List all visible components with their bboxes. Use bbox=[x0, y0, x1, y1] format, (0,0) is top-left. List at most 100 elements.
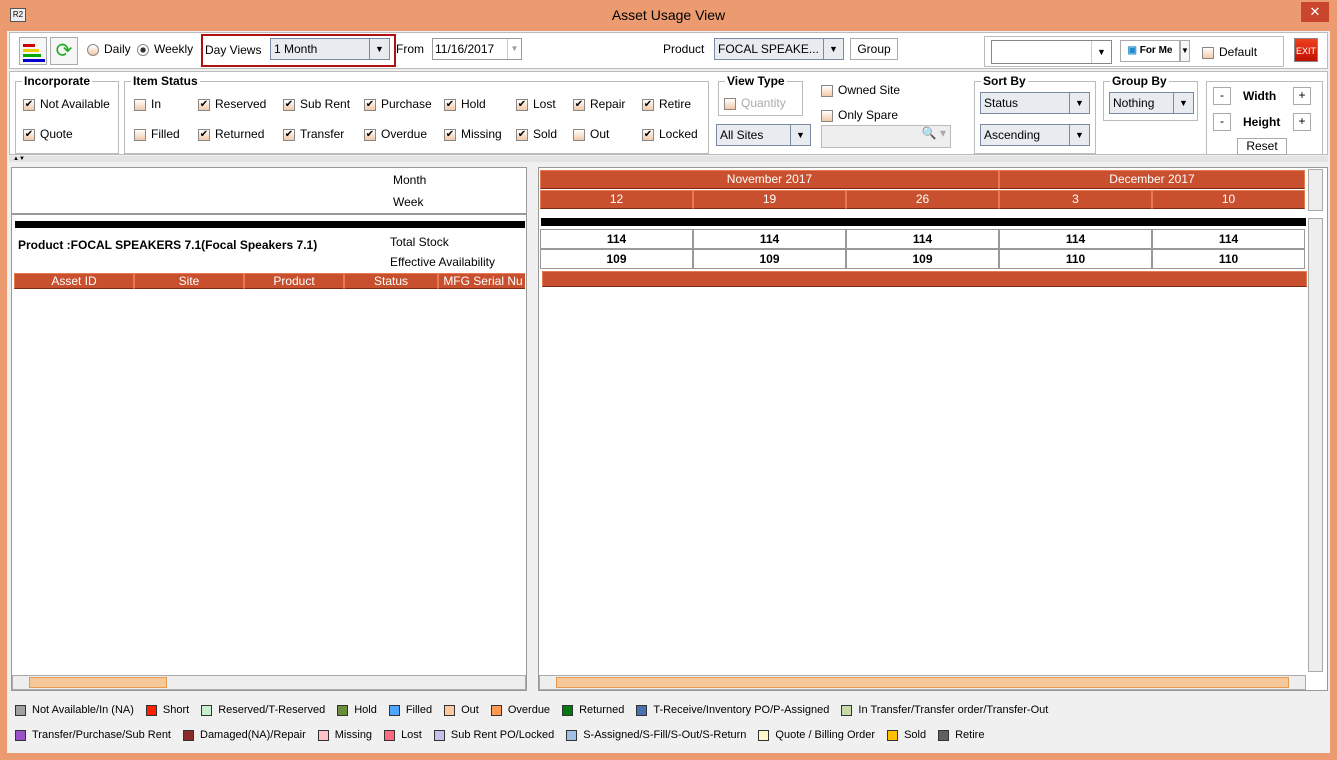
status-returned-checkbox[interactable]: ✔ Returned bbox=[198, 127, 264, 141]
grid-horizontal-scrollbar[interactable] bbox=[539, 675, 1306, 690]
legend-label: Short bbox=[162, 704, 190, 716]
legend-swatch bbox=[490, 704, 502, 716]
checkbox-icon: ✔ bbox=[23, 98, 35, 111]
daily-radio[interactable]: Daily bbox=[87, 42, 131, 56]
default-checkbox[interactable]: Default bbox=[1202, 45, 1257, 59]
legend-label: Transfer/Purchase/Sub Rent bbox=[32, 729, 171, 741]
incorporate-title: Incorporate bbox=[24, 74, 91, 88]
quantity-checkbox[interactable]: Quantity bbox=[724, 96, 786, 110]
week-header: 12 bbox=[540, 190, 693, 209]
not-available-checkbox[interactable]: ✔ Not Available bbox=[23, 97, 110, 111]
default-label: Default bbox=[1219, 45, 1258, 59]
status-in-label: In bbox=[151, 97, 162, 111]
status-purchase-checkbox[interactable]: ✔ Purchase bbox=[364, 97, 432, 111]
status-out-checkbox[interactable]: Out bbox=[573, 127, 609, 141]
day-views-select[interactable]: 1 Month ▼ bbox=[270, 38, 390, 60]
chevron-down-icon: ▼ bbox=[1091, 41, 1111, 63]
chevron-down-icon: ▼ bbox=[369, 39, 389, 59]
legend-item: Quote / Billing Order bbox=[758, 729, 875, 741]
status-filled-label: Filled bbox=[151, 127, 180, 141]
chart-view-button[interactable] bbox=[19, 37, 47, 65]
width-decrease-button[interactable]: - bbox=[1213, 87, 1231, 105]
black-bar bbox=[15, 221, 525, 228]
legend-label: T-Receive/Inventory PO/P-Assigned bbox=[653, 704, 830, 716]
width-increase-button[interactable]: + bbox=[1293, 87, 1311, 105]
column-header[interactable]: MFG Serial Nu bbox=[438, 273, 525, 289]
sites-select[interactable]: All Sites ▼ bbox=[716, 124, 811, 146]
from-label: From bbox=[396, 42, 424, 56]
status-sub-rent-checkbox[interactable]: ✔ Sub Rent bbox=[283, 97, 350, 111]
group-by-value: Nothing bbox=[1113, 96, 1155, 110]
status-retire-checkbox[interactable]: ✔ Retire bbox=[642, 97, 691, 111]
quote-label: Quote bbox=[40, 127, 73, 141]
total-stock-cell: 114 bbox=[540, 229, 693, 249]
exit-button[interactable]: EXIT bbox=[1294, 38, 1318, 62]
weekly-radio[interactable]: Weekly bbox=[137, 42, 193, 56]
checkbox-icon: ✔ bbox=[198, 128, 210, 141]
for-me-dropdown[interactable]: ▼ bbox=[1180, 40, 1190, 62]
sort-order-select[interactable]: Ascending ▼ bbox=[980, 124, 1090, 146]
status-missing-checkbox[interactable]: ✔ Missing bbox=[444, 127, 502, 141]
status-hold-checkbox[interactable]: ✔ Hold bbox=[444, 97, 486, 111]
status-overdue-checkbox[interactable]: ✔ Overdue bbox=[364, 127, 427, 141]
quantity-label: Quantity bbox=[741, 96, 786, 110]
checkbox-icon: ✔ bbox=[23, 128, 35, 141]
legend-swatch bbox=[145, 704, 157, 716]
height-decrease-button[interactable]: - bbox=[1213, 113, 1231, 131]
sort-field-select[interactable]: Status ▼ bbox=[980, 92, 1090, 114]
from-date-input[interactable]: 11/16/2017 ▼ bbox=[432, 38, 522, 60]
checkbox-icon: ✔ bbox=[573, 98, 585, 111]
status-repair-checkbox[interactable]: ✔ Repair bbox=[573, 97, 625, 111]
status-sold-checkbox[interactable]: ✔ Sold bbox=[516, 127, 557, 141]
legend-label: S-Assigned/S-Fill/S-Out/S-Return bbox=[583, 729, 747, 741]
status-transfer-checkbox[interactable]: ✔ Transfer bbox=[283, 127, 344, 141]
scrollbar-thumb[interactable] bbox=[29, 677, 167, 688]
header-vertical-scrollbar[interactable] bbox=[1308, 169, 1323, 211]
legend-label: Returned bbox=[579, 704, 625, 716]
scrollbar-thumb[interactable] bbox=[556, 677, 1289, 688]
splitter-handle[interactable]: ▲▼ bbox=[9, 156, 1328, 162]
group-by-select[interactable]: Nothing ▼ bbox=[1109, 92, 1194, 114]
legend-swatch bbox=[562, 704, 574, 716]
refresh-icon[interactable]: ⟳ bbox=[50, 37, 78, 65]
quote-checkbox[interactable]: ✔ Quote bbox=[23, 127, 73, 141]
status-lost-checkbox[interactable]: ✔ Lost bbox=[516, 97, 556, 111]
status-lost-label: Lost bbox=[533, 97, 556, 111]
legend-item: T-Receive/Inventory PO/P-Assigned bbox=[636, 704, 829, 716]
owned-site-checkbox[interactable]: Owned Site bbox=[821, 83, 900, 97]
status-filled-checkbox[interactable]: Filled bbox=[134, 127, 180, 141]
date-dropdown-icon[interactable]: ▼ bbox=[507, 39, 521, 59]
legend-label: Missing bbox=[334, 729, 373, 741]
legend-label: Sub Rent PO/Locked bbox=[450, 729, 555, 741]
column-header[interactable]: Site bbox=[134, 273, 244, 289]
height-increase-button[interactable]: + bbox=[1293, 113, 1311, 131]
close-button[interactable]: ✕ bbox=[1301, 2, 1329, 22]
status-reserved-checkbox[interactable]: ✔ Reserved bbox=[198, 97, 266, 111]
legend-item: Sub Rent PO/Locked bbox=[433, 729, 555, 741]
spare-search-select[interactable]: 🔍 ▾ bbox=[821, 125, 951, 148]
group-button[interactable]: Group bbox=[850, 38, 898, 60]
total-stock-cell: 114 bbox=[1152, 229, 1305, 249]
column-header[interactable]: Status bbox=[344, 273, 438, 289]
grid-vertical-scrollbar[interactable] bbox=[1308, 218, 1323, 672]
legend-row: Not Available/In (NA) Short Reserved/T-Res… bbox=[15, 704, 1048, 716]
effective-cell: 110 bbox=[1152, 249, 1305, 269]
legend-swatch bbox=[758, 729, 770, 741]
product-select[interactable]: FOCAL SPEAKE... ▼ bbox=[714, 38, 844, 60]
legend-swatch bbox=[841, 704, 853, 716]
column-header[interactable]: Asset ID bbox=[14, 273, 134, 289]
legend-item: In Transfer/Transfer order/Transfer-Out bbox=[841, 704, 1048, 716]
for-me-button[interactable]: ▣ For Me bbox=[1120, 40, 1180, 62]
reset-button[interactable]: Reset bbox=[1237, 138, 1287, 155]
saved-view-select[interactable]: ▼ bbox=[991, 40, 1112, 64]
week-header: 3 bbox=[999, 190, 1152, 209]
column-header[interactable]: Product bbox=[244, 273, 344, 289]
checkbox-icon bbox=[134, 98, 146, 111]
status-locked-checkbox[interactable]: ✔ Locked bbox=[642, 127, 698, 141]
product-value: FOCAL SPEAKE... bbox=[718, 42, 819, 56]
only-spare-checkbox[interactable]: Only Spare bbox=[821, 108, 898, 122]
status-in-checkbox[interactable]: In bbox=[134, 97, 161, 111]
total-stock-cell: 114 bbox=[846, 229, 999, 249]
left-horizontal-scrollbar[interactable] bbox=[12, 675, 526, 690]
item-status-title: Item Status bbox=[133, 74, 198, 88]
